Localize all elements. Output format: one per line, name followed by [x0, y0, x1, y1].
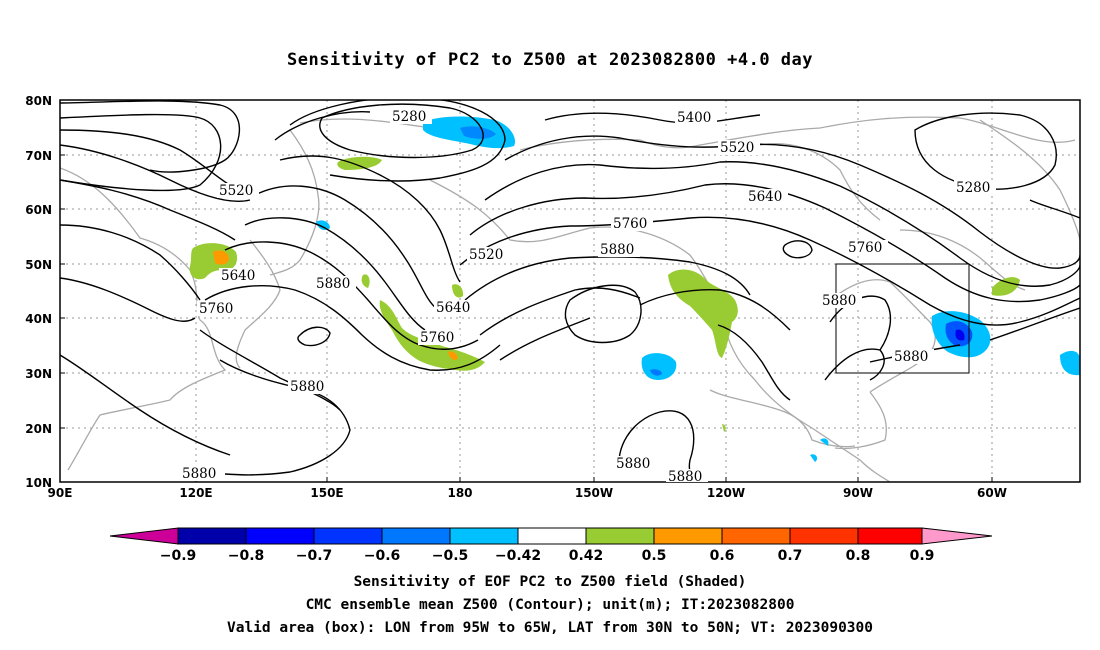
lon-tick-label: 90W [843, 486, 873, 500]
contour-label: 5880 [616, 456, 650, 472]
colorbar: −0.9 −0.8 −0.7 −0.6 −0.5 −0.42 0.42 0.5 … [109, 527, 993, 564]
colorbar-label: −0.7 [296, 548, 333, 564]
colorbar-label: −0.6 [364, 548, 401, 564]
lon-tick-label: 60W [977, 486, 1007, 500]
lat-tick-label: 20N [25, 422, 52, 436]
colorbar-label: 0.42 [569, 548, 604, 564]
map-frame [59, 99, 1081, 483]
contour-label: 5760 [420, 330, 454, 346]
lat-tick-label: 40N [25, 312, 52, 326]
lon-axis-labels: 90E 120E 150E 180 150W 120W 90W 60W [48, 486, 1007, 500]
contour-label: 5520 [469, 247, 503, 263]
lat-tick-label: 10N [25, 476, 52, 490]
lon-tick-label: 150W [575, 486, 613, 500]
contour-label: 5280 [956, 180, 990, 196]
lat-tick-label: 30N [25, 367, 52, 381]
colorbar-swatch [449, 527, 519, 545]
colorbar-label: −0.5 [432, 548, 469, 564]
lon-tick-label: 120W [707, 486, 745, 500]
contour-label: 5400 [677, 110, 711, 126]
colorbar-swatch [653, 527, 723, 545]
contour-label: 5880 [668, 469, 702, 485]
colorbar-label: −0.8 [228, 548, 265, 564]
colorbar-swatch [789, 527, 859, 545]
contour-label: 5640 [221, 268, 255, 284]
colorbar-label: 0.8 [846, 548, 871, 564]
caption-line-2: CMC ensemble mean Z500 (Contour); unit(m… [305, 597, 795, 613]
caption-line-1: Sensitivity of EOF PC2 to Z500 field (Sh… [353, 574, 747, 590]
colorbar-swatch [721, 527, 791, 545]
shaded-negative [316, 116, 1080, 462]
lon-tick-label: 180 [447, 486, 472, 500]
colorbar-label: 0.7 [778, 548, 803, 564]
colorbar-label: 0.9 [910, 548, 935, 564]
contour-label: 5880 [894, 349, 928, 365]
colorbar-swatch [245, 527, 315, 545]
lon-tick-label: 150E [310, 486, 343, 500]
contour-label: 5880 [822, 293, 856, 309]
contour-label: 5640 [436, 300, 470, 316]
lat-tick-label: 70N [25, 149, 52, 163]
contour-label: 5280 [392, 109, 426, 125]
contour-label: 5880 [600, 242, 634, 258]
contour-label: 5520 [720, 140, 754, 156]
contour-label: 5640 [748, 189, 782, 205]
chart-title: Sensitivity of PC2 to Z500 at 2023082800… [286, 50, 813, 70]
contour-label: 5880 [290, 379, 324, 395]
contour-label: 5520 [219, 183, 253, 199]
colorbar-swatch [381, 527, 451, 545]
lon-tick-label: 120E [179, 486, 212, 500]
contour-label: 5880 [316, 276, 350, 292]
colorbar-swatch [313, 527, 383, 545]
colorbar-min-triangle [109, 527, 179, 545]
axis-ticks [60, 154, 993, 482]
colorbar-max-triangle [921, 527, 993, 545]
colorbar-swatch [177, 527, 247, 545]
colorbar-label: −0.42 [495, 548, 541, 564]
lat-tick-label: 80N [25, 94, 52, 108]
lat-tick-label: 50N [25, 258, 52, 272]
contour-labels: 5280 5400 5520 5520 5640 5280 5520 5640 … [182, 109, 991, 485]
colorbar-swatch [517, 527, 587, 545]
contour-label: 5880 [182, 466, 216, 482]
colorbar-swatch [585, 527, 655, 545]
caption-line-3: Valid area (box): LON from 95W to 65W, L… [226, 620, 873, 636]
valid-area-box [835, 263, 970, 374]
contour-label: 5760 [199, 301, 233, 317]
colorbar-label: −0.9 [160, 548, 197, 564]
lat-axis-labels: 80N 70N 60N 50N 40N 30N 20N 10N [25, 94, 52, 490]
colorbar-label: 0.5 [642, 548, 667, 564]
colorbar-swatch [857, 527, 923, 545]
lat-tick-label: 60N [25, 203, 52, 217]
colorbar-label: 0.6 [710, 548, 735, 564]
z500-contours [60, 100, 1080, 482]
contour-label: 5760 [848, 240, 882, 256]
lon-tick-label: 90E [48, 486, 73, 500]
contour-label: 5760 [613, 216, 647, 232]
